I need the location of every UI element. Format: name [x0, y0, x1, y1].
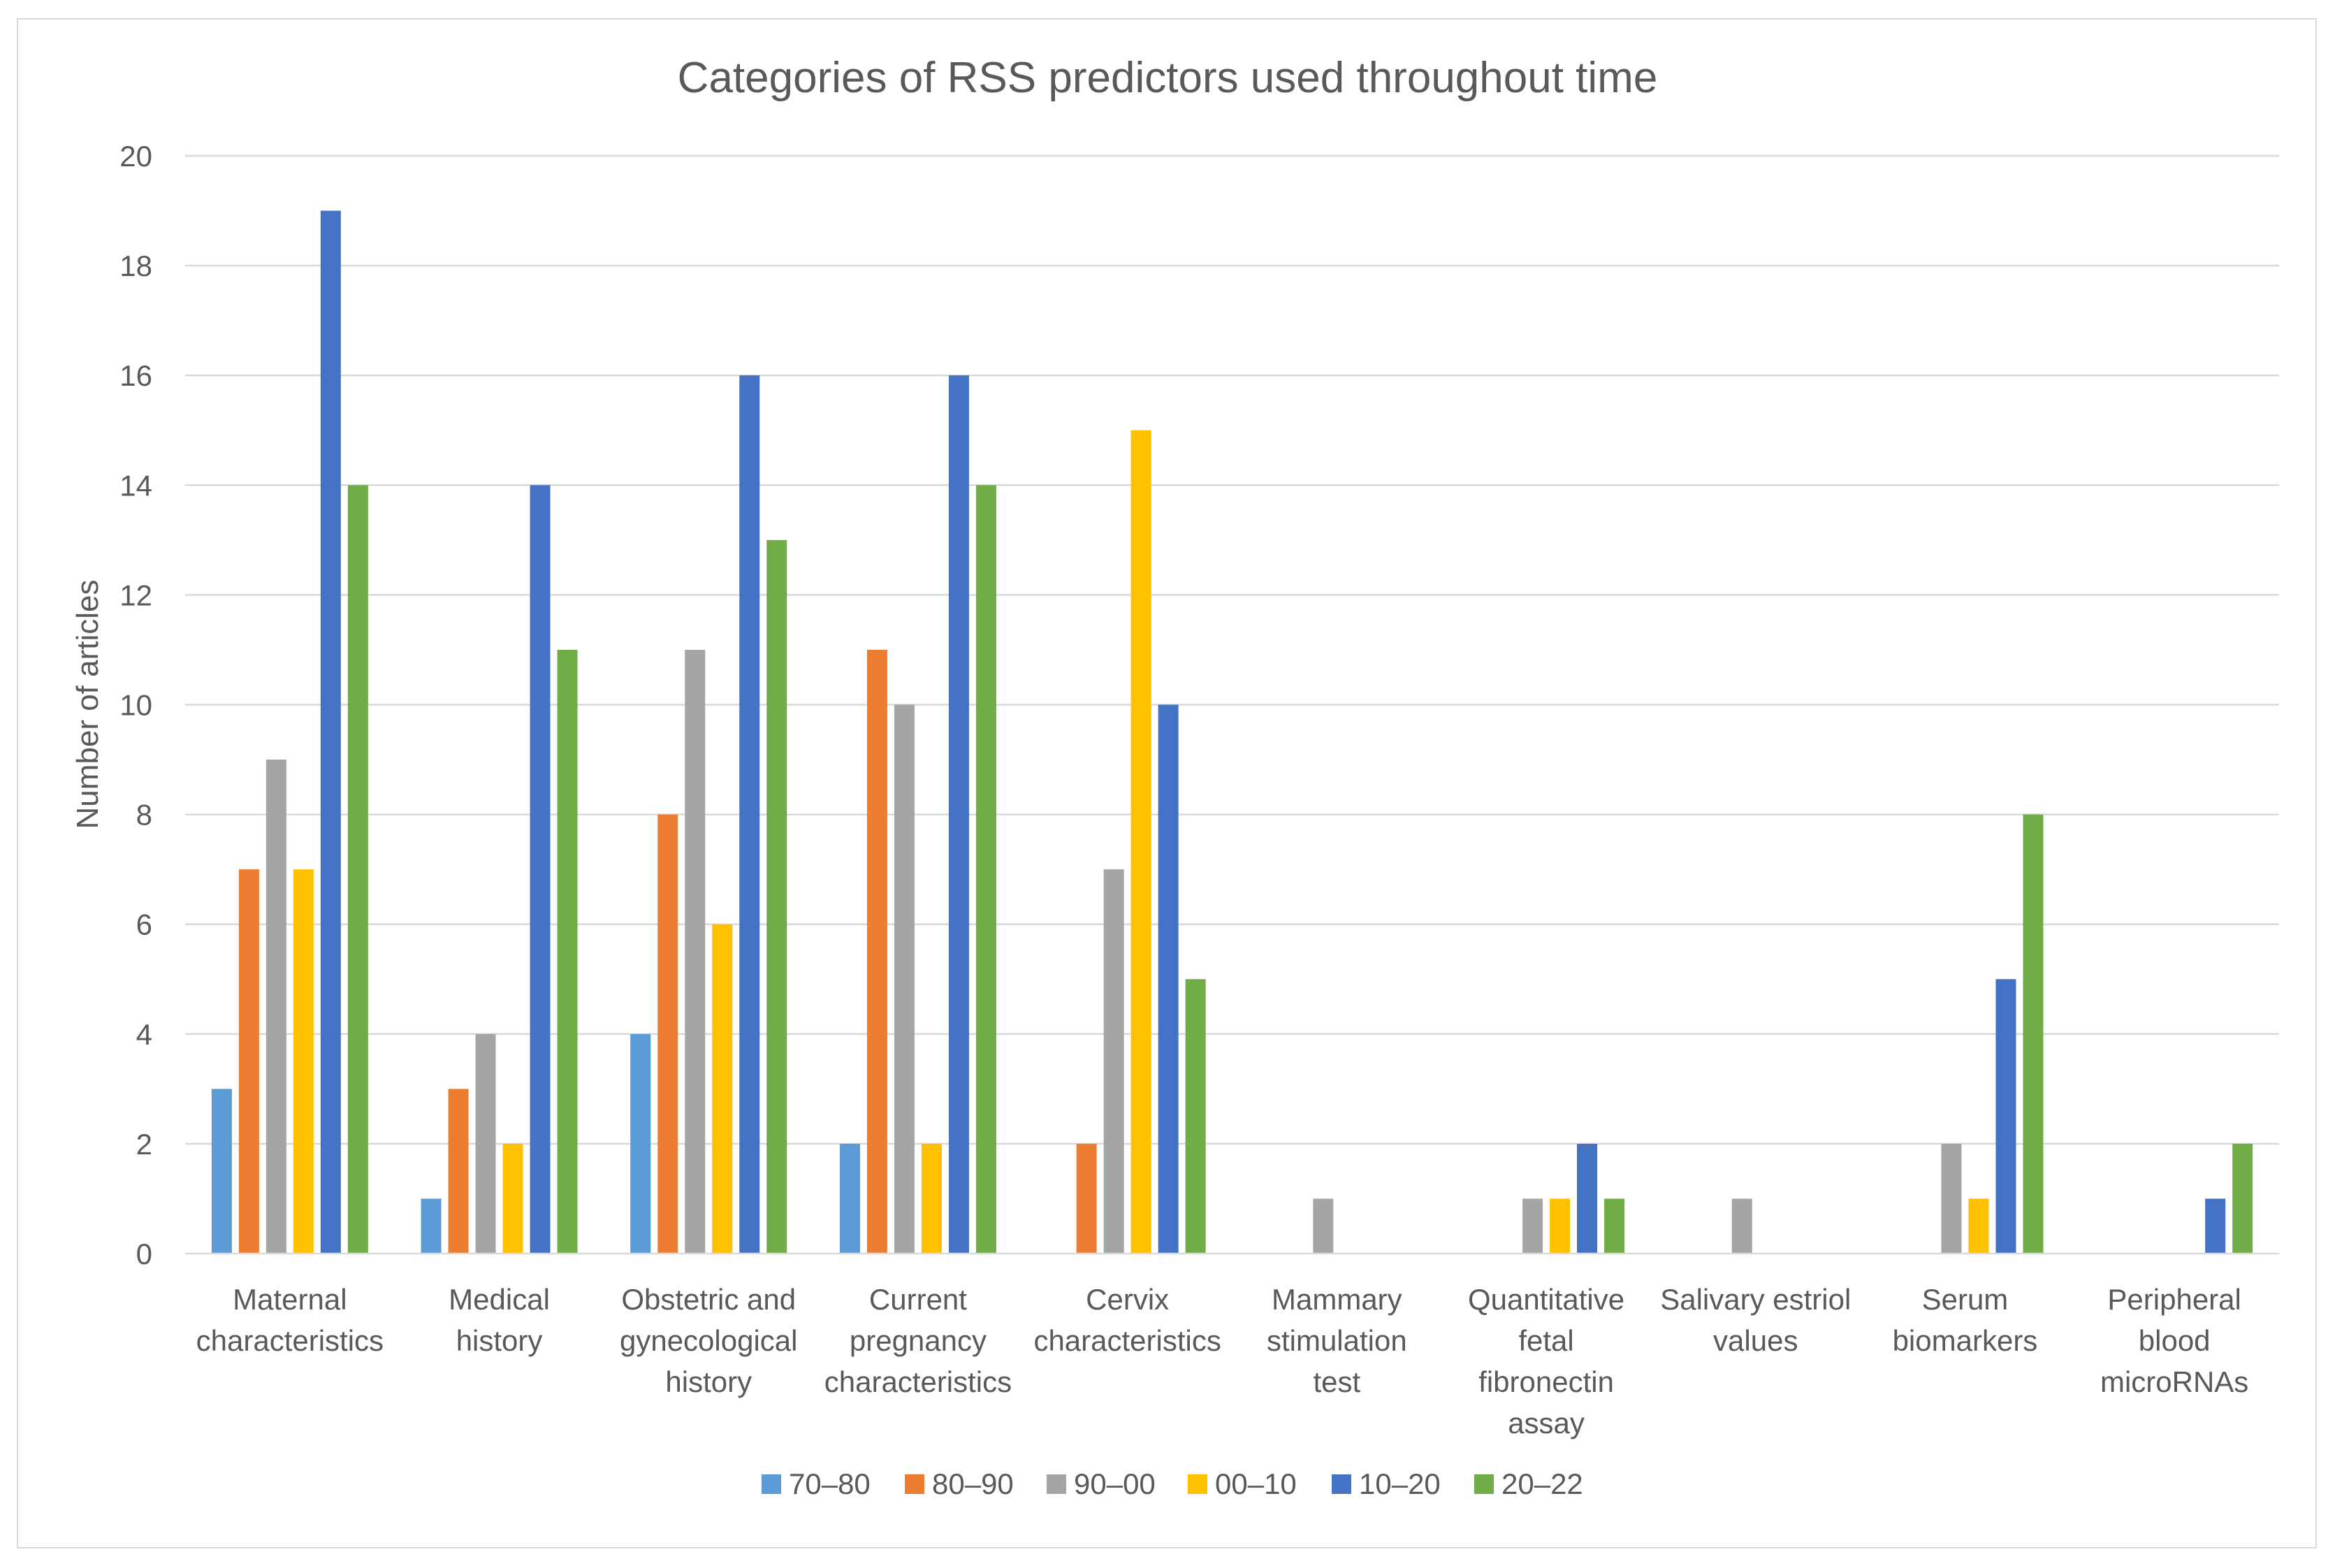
bar [2232, 1143, 2253, 1254]
legend-swatch [762, 1474, 781, 1494]
bar [1941, 1143, 1962, 1254]
y-tick-label: 14 [119, 469, 152, 502]
y-tick-label: 16 [119, 359, 152, 392]
x-category-label: Cervix [1086, 1283, 1169, 1316]
x-category-label: fetal [1518, 1324, 1573, 1357]
legend-swatch [1474, 1474, 1494, 1494]
legend-label: 00–10 [1215, 1467, 1297, 1500]
x-category-label: Quantitative [1468, 1283, 1624, 1316]
bar [1995, 979, 2016, 1254]
x-category-label: gynecological [620, 1324, 798, 1357]
bar [2205, 1198, 2226, 1254]
legend: 70–80 80–90 90–00 00–10 10–20 20–22 [762, 1467, 1583, 1500]
legend-swatch [1188, 1474, 1207, 1494]
bar [685, 649, 706, 1254]
bar [866, 649, 887, 1254]
bar [1076, 1143, 1097, 1254]
x-category-label: Serum [1922, 1283, 2009, 1316]
bar [2023, 814, 2044, 1254]
legend-label: 20–22 [1501, 1467, 1583, 1500]
y-tick-label: 10 [119, 689, 152, 722]
x-category-label: biomarkers [1893, 1324, 2038, 1357]
bar [975, 485, 996, 1254]
x-category-label: characteristics [824, 1365, 1012, 1398]
bar [1130, 430, 1151, 1254]
bar [712, 924, 733, 1254]
y-tick-label: 4 [136, 1018, 152, 1051]
y-tick-label: 6 [136, 908, 152, 941]
x-category-label: history [665, 1365, 752, 1398]
bar [502, 1143, 523, 1254]
bar [1550, 1198, 1571, 1254]
bar [211, 1089, 232, 1254]
y-tick-label: 20 [119, 140, 152, 173]
x-category-label: test [1313, 1365, 1360, 1398]
x-axis-categories: Maternal characteristics Medical history Obs… [196, 1283, 2249, 1439]
bar [1313, 1198, 1334, 1254]
x-category-label: fibronectin [1478, 1365, 1614, 1398]
x-category-label: Medical [449, 1283, 550, 1316]
bar [766, 539, 787, 1254]
bar [1522, 1198, 1543, 1254]
chart-title: Categories of RSS predictors used throug… [678, 54, 1658, 102]
bar [1731, 1198, 1752, 1254]
legend-label: 90–00 [1074, 1467, 1156, 1500]
bar [948, 375, 969, 1254]
legend-label: 10–20 [1359, 1467, 1441, 1500]
legend-swatch [1047, 1474, 1066, 1494]
bar [739, 375, 760, 1254]
bar [1577, 1143, 1598, 1254]
x-category-label: characteristics [196, 1324, 384, 1357]
y-tick-label: 8 [136, 799, 152, 832]
x-category-label: Peripheral [2107, 1283, 2241, 1316]
y-tick-label: 18 [119, 249, 152, 282]
x-category-label: Obstetric and [621, 1283, 796, 1316]
x-category-label: Salivary estriol [1660, 1283, 1851, 1316]
bar [657, 814, 678, 1254]
legend-swatch [1332, 1474, 1351, 1494]
y-tick-label: 12 [119, 579, 152, 611]
bar [921, 1143, 942, 1254]
x-category-label: assay [1508, 1407, 1585, 1439]
bar [1185, 979, 1206, 1254]
y-tick-label: 2 [136, 1128, 152, 1161]
bar [894, 704, 915, 1254]
bar [1158, 704, 1179, 1254]
x-category-label: characteristics [1033, 1324, 1221, 1357]
gridlines [185, 154, 2279, 1145]
bar [293, 869, 314, 1254]
bars [211, 210, 2253, 1254]
bar [448, 1089, 469, 1254]
x-category-label: Mammary [1272, 1283, 1402, 1316]
bar [320, 210, 341, 1254]
bar [839, 1143, 860, 1254]
x-category-label: stimulation [1267, 1324, 1407, 1357]
legend-label: 70–80 [789, 1467, 871, 1500]
y-tick-label: 0 [136, 1237, 152, 1270]
x-category-label: Current [869, 1283, 967, 1316]
bar [1103, 869, 1124, 1254]
bar [421, 1198, 442, 1254]
bar [630, 1033, 651, 1254]
legend-label: 80–90 [932, 1467, 1014, 1500]
bar [475, 1033, 496, 1254]
bar [530, 485, 551, 1254]
bar [1968, 1198, 1989, 1254]
bar [347, 485, 368, 1254]
bar [557, 649, 578, 1254]
x-category-label: blood [2139, 1324, 2211, 1357]
bar [1604, 1198, 1625, 1254]
y-axis-title: Number of articles [71, 579, 105, 829]
x-category-label: history [456, 1324, 543, 1357]
legend-swatch [905, 1474, 924, 1494]
x-category-label: microRNAs [2100, 1365, 2248, 1398]
x-category-label: pregnancy [850, 1324, 987, 1357]
x-category-label: Maternal [233, 1283, 347, 1316]
x-category-label: values [1713, 1324, 1798, 1357]
y-axis-ticks: 0 2 4 6 8 10 12 14 16 18 20 [119, 140, 152, 1270]
bar [265, 760, 286, 1254]
bar [238, 869, 259, 1254]
